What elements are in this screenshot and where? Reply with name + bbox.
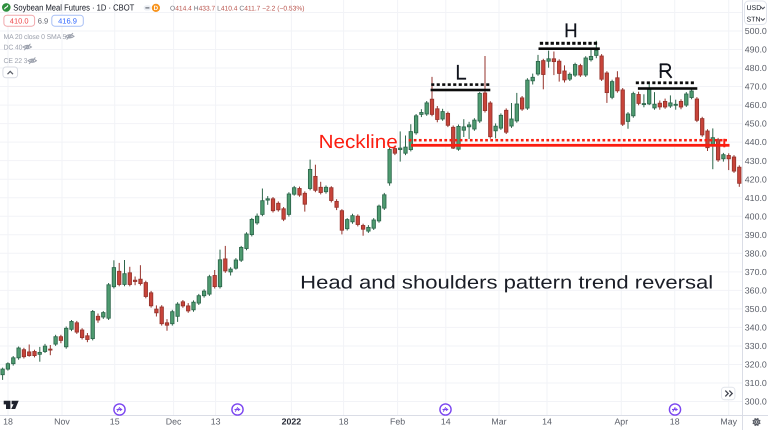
svg-text:416.9: 416.9	[58, 16, 77, 25]
svg-text:400.0: 400.0	[745, 211, 767, 221]
svg-text:14: 14	[542, 417, 552, 427]
svg-text:18: 18	[3, 417, 13, 427]
svg-text:340.0: 340.0	[745, 323, 767, 333]
svg-text:450.0: 450.0	[745, 119, 767, 129]
svg-text:15: 15	[110, 417, 120, 427]
svg-text:480.0: 480.0	[745, 63, 767, 73]
svg-text:Feb: Feb	[390, 417, 405, 427]
svg-text:6.9: 6.9	[38, 16, 48, 25]
svg-text:D: D	[154, 5, 159, 12]
svg-text:Dec: Dec	[166, 417, 182, 427]
svg-text:460.0: 460.0	[745, 100, 767, 110]
svg-text:350.0: 350.0	[745, 304, 767, 314]
svg-text:DC 40: DC 40	[4, 45, 23, 52]
svg-text:O414.4 H433.7 L410.4 C411.7 −2: O414.4 H433.7 L410.4 C411.7 −2.2 (−0.53%…	[170, 5, 305, 12]
svg-text:MA 20 close 0 SMA 5: MA 20 close 0 SMA 5	[4, 34, 67, 41]
svg-text:320.0: 320.0	[745, 360, 767, 370]
svg-text:USD: USD	[747, 5, 762, 12]
svg-text:Soybean Meal Futures · 1D · CB: Soybean Meal Futures · 1D · CBOT	[13, 2, 135, 12]
svg-text:Neckline: Neckline	[319, 132, 398, 153]
svg-text:490.0: 490.0	[745, 45, 767, 55]
svg-text:14: 14	[441, 417, 451, 427]
svg-text:390.0: 390.0	[745, 230, 767, 240]
svg-text:470.0: 470.0	[745, 82, 767, 92]
svg-text:Mar: Mar	[491, 417, 506, 427]
svg-text:310.0: 310.0	[745, 378, 767, 388]
svg-text:18: 18	[339, 417, 349, 427]
svg-text:STN: STN	[747, 17, 761, 24]
svg-text:410.0: 410.0	[745, 193, 767, 203]
svg-text:Nov: Nov	[54, 417, 70, 427]
svg-text:430.0: 430.0	[745, 156, 767, 166]
svg-text:360.0: 360.0	[745, 285, 767, 295]
svg-text:13: 13	[211, 417, 221, 427]
svg-text:2022: 2022	[282, 417, 302, 427]
svg-text:300.0: 300.0	[745, 397, 767, 407]
svg-text:440.0: 440.0	[745, 137, 767, 147]
svg-text:370.0: 370.0	[745, 267, 767, 277]
svg-text:380.0: 380.0	[745, 248, 767, 258]
svg-text:Head and shoulders pattern tre: Head and shoulders pattern trend reversa…	[300, 271, 713, 292]
svg-text:410.0: 410.0	[10, 16, 29, 25]
svg-text:18: 18	[670, 417, 680, 427]
svg-text:330.0: 330.0	[745, 341, 767, 351]
svg-text:May: May	[720, 417, 737, 427]
svg-text:CE 22 3: CE 22 3	[4, 58, 28, 65]
svg-text:Apr: Apr	[614, 417, 628, 427]
svg-text:420.0: 420.0	[745, 174, 767, 184]
svg-text:500.0: 500.0	[745, 26, 767, 36]
